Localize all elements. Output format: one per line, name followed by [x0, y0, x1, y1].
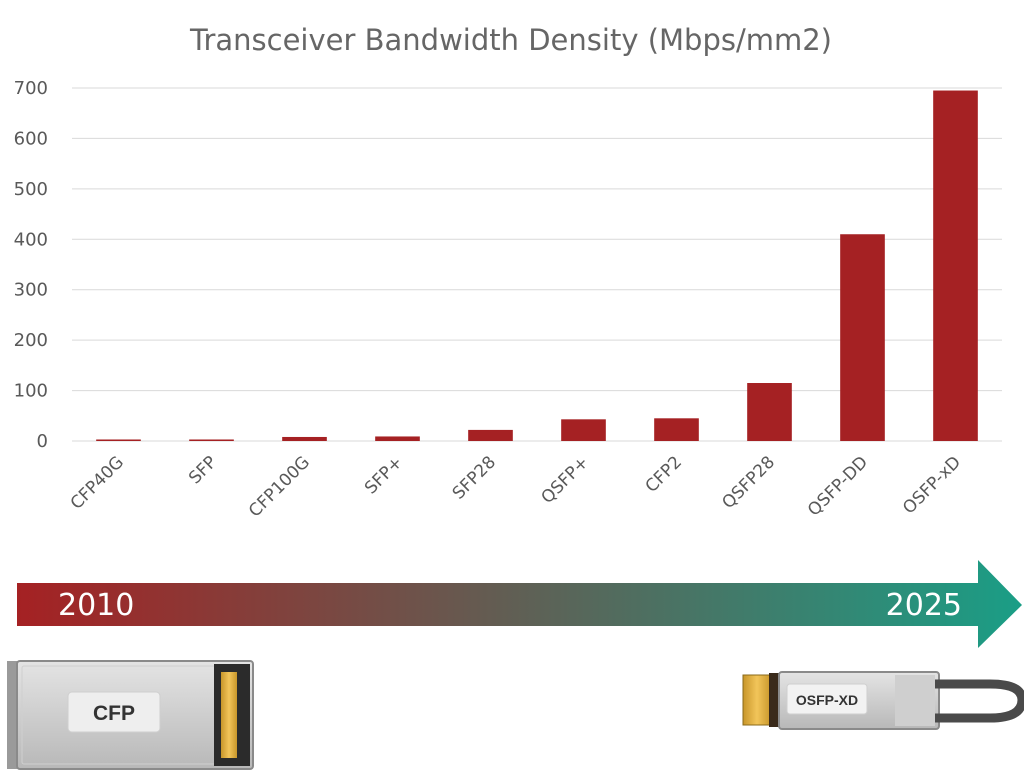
bar-cfp40g [96, 439, 141, 441]
bar-sfp [189, 439, 234, 441]
x-tick-label: CFP100G [245, 452, 314, 521]
bar-osfp-xd [933, 90, 978, 442]
bar-qsfp- [561, 419, 606, 441]
cfp-module-illustration: CFP [7, 660, 254, 770]
osfp-xd-module-label: OSFP-XD [796, 692, 858, 708]
x-tick-label: QSFP28 [718, 452, 779, 513]
x-tick-label: QSFP-DD [804, 452, 872, 520]
timeline-arrow-shape [17, 560, 1022, 648]
y-tick-label: 400 [14, 229, 48, 250]
x-tick-label: CFP40G [67, 452, 128, 513]
x-tick-label: QSFP+ [538, 452, 593, 507]
y-tick-label: 100 [14, 381, 48, 402]
timeline-end-year: 2025 [886, 588, 962, 623]
x-tick-label: OSFP-xD [899, 452, 965, 518]
bar-qsfp28 [747, 383, 792, 441]
osfp-xd-module-illustration: OSFP-XD [742, 671, 1024, 730]
x-tick-label: SFP+ [361, 452, 407, 498]
x-tick-label: SFP [185, 452, 221, 488]
chart-title: Transceiver Bandwidth Density (Mbps/mm2) [189, 23, 832, 57]
bars [96, 90, 978, 442]
bar-sfp- [375, 436, 420, 441]
timeline-start-year: 2010 [58, 588, 134, 623]
y-tick-label: 700 [14, 78, 48, 99]
cfp-module-label: CFP [93, 702, 135, 725]
y-axis-ticks: 0 100 200 300 400 500 600 700 [14, 78, 48, 452]
bar-cfp100g [282, 436, 327, 441]
y-tick-label: 500 [14, 179, 48, 200]
x-tick-label: SFP28 [449, 452, 500, 503]
y-tick-label: 0 [37, 431, 48, 452]
x-tick-label: CFP2 [642, 452, 686, 496]
x-axis-ticks: CFP40G SFP CFP100G SFP+ SFP28 QSFP+ CFP2 QSFP28… [67, 452, 965, 521]
bar-cfp2 [654, 418, 699, 441]
gridlines [72, 87, 1002, 442]
y-tick-label: 300 [14, 280, 48, 301]
bar-sfp28 [468, 429, 513, 441]
timeline-arrow: 2010 2025 [17, 560, 1022, 648]
y-tick-label: 600 [14, 128, 48, 149]
bar-qsfp-dd [840, 234, 885, 441]
y-tick-label: 200 [14, 330, 48, 351]
